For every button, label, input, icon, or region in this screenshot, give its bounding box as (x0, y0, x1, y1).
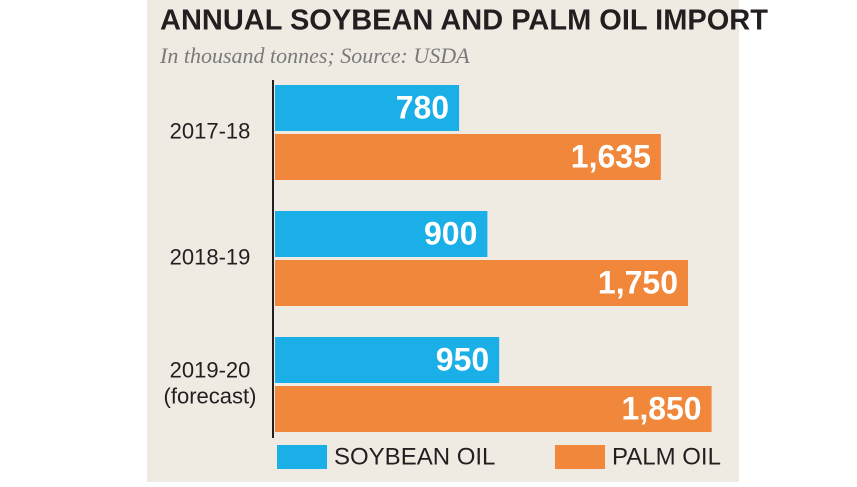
value-label: 1,850 (622, 390, 702, 426)
legend-label: PALM OIL (612, 443, 721, 470)
value-label: 780 (396, 89, 449, 125)
chart-title: ANNUAL SOYBEAN AND PALM OIL IMPORT (160, 5, 768, 37)
value-label: 950 (436, 341, 489, 377)
bar (275, 134, 661, 180)
y-tick-label: 2018-19 (170, 244, 251, 269)
bar (275, 386, 712, 432)
value-label: 1,750 (598, 264, 678, 300)
legend-swatch (555, 445, 605, 469)
bar (275, 85, 460, 131)
bar (275, 211, 488, 257)
y-tick-label: 2019-20 (forecast) (164, 357, 257, 408)
legend-label: SOYBEAN OIL (334, 443, 495, 470)
chart-subtitle: In thousand tonnes; Source: USDA (159, 43, 470, 68)
value-label: 1,635 (571, 138, 651, 174)
bar (275, 337, 500, 383)
y-tick-label: 2017-18 (170, 118, 251, 143)
value-label: 900 (424, 215, 477, 251)
bar (275, 260, 688, 306)
legend-swatch (277, 445, 327, 469)
